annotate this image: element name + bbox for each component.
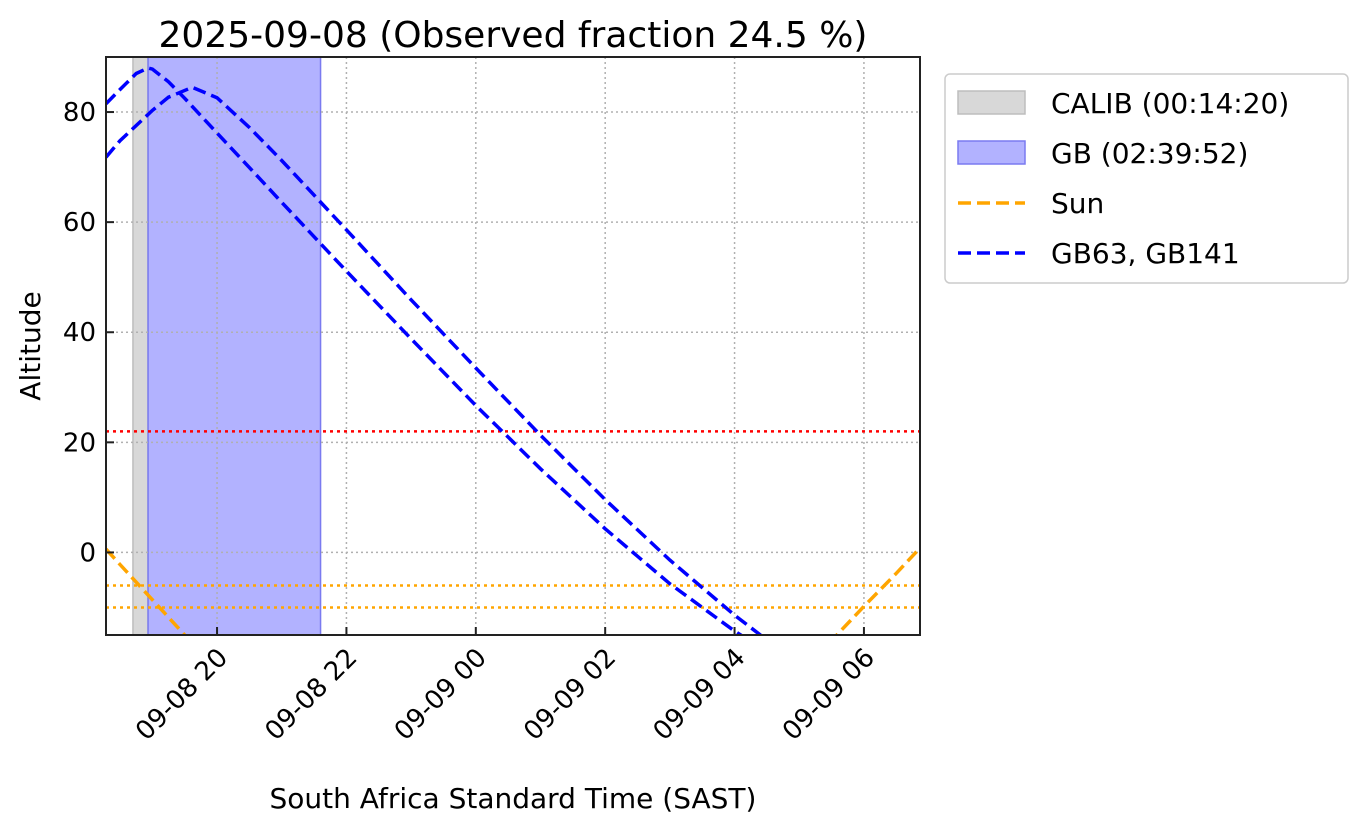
target-altitude-line <box>106 85 764 635</box>
y-tick-label: 20 <box>63 428 96 458</box>
x-tick-label: 09-08 20 <box>130 643 234 747</box>
x-tick-label: 09-09 00 <box>389 643 493 747</box>
legend-label: GB63, GB141 <box>1051 237 1240 270</box>
y-tick-label: 0 <box>79 538 96 568</box>
legend: CALIB (00:14:20) GB (02:39:52) Sun GB63, GB… <box>944 73 1349 284</box>
y-tick-label: 80 <box>63 98 96 128</box>
legend-label: Sun <box>1051 187 1104 220</box>
legend-swatch <box>957 140 1026 165</box>
x-axis-label: South Africa Standard Time (SAST) <box>270 782 757 815</box>
sun-altitude-line <box>834 546 920 635</box>
span-calib <box>132 57 149 635</box>
chart-title: 2025-09-08 (Observed fraction 24.5 %) <box>159 15 868 56</box>
x-tick-label: 09-09 04 <box>648 643 752 747</box>
legend-label: CALIB (00:14:20) <box>1051 87 1289 120</box>
legend-frame <box>944 73 1349 284</box>
span-gb <box>147 57 322 635</box>
y-axis-label: Altitude <box>14 291 47 400</box>
x-tick-label: 09-08 22 <box>259 643 363 747</box>
legend-swatch <box>957 90 1026 115</box>
plot-frame <box>105 56 921 636</box>
legend-label: GB (02:39:52) <box>1051 137 1248 170</box>
x-tick-label: 09-09 06 <box>777 643 881 747</box>
sun-altitude-line <box>106 547 188 635</box>
y-tick-label: 60 <box>63 208 96 238</box>
x-tick-label: 09-09 02 <box>518 643 622 747</box>
y-tick-label: 40 <box>63 318 96 348</box>
